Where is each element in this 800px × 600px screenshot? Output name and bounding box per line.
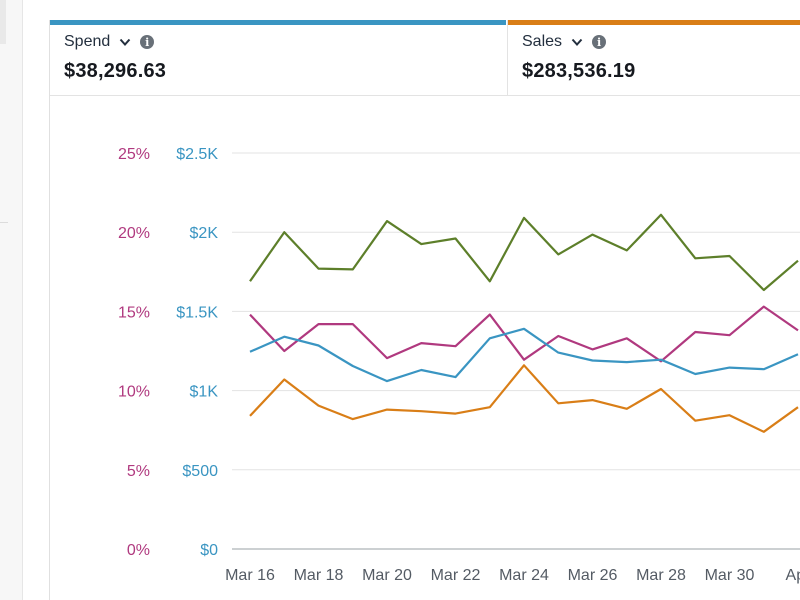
- y-left-tick-label: 5%: [127, 463, 150, 480]
- metric-color-bar-spend: [50, 20, 506, 25]
- left-tab-stub: [0, 0, 6, 44]
- series-line-2: [249, 305, 799, 363]
- y-right-tick-label: $2K: [190, 225, 219, 242]
- metric-value-sales: $283,536.19: [522, 60, 636, 82]
- y-right-tick-label: $2.5K: [176, 146, 218, 163]
- y-left-tick-label: 20%: [118, 225, 150, 242]
- metric-header-spend[interactable]: Spend i: [64, 33, 155, 51]
- x-tick-label: Mar 18: [294, 567, 344, 584]
- metric-label-spend: Spend: [64, 33, 111, 50]
- x-tick-label: Mar 30: [705, 567, 755, 584]
- series-line-1: [249, 213, 799, 292]
- chevron-down-icon[interactable]: [119, 36, 131, 48]
- metrics-row: Spend i $38,296.63 Sales i $283,536.19: [50, 20, 800, 96]
- metric-header-sales[interactable]: Sales i: [522, 33, 607, 51]
- x-tick-label: Mar 26: [568, 567, 618, 584]
- series-line-3: [249, 327, 799, 383]
- x-tick-label: Mar 24: [499, 567, 549, 584]
- metric-value-spend: $38,296.63: [64, 60, 167, 82]
- left-divider: [0, 222, 8, 223]
- y-left-tick-label: 0%: [127, 542, 150, 559]
- y-right-tick-label: $500: [182, 463, 218, 480]
- left-gutter: [0, 0, 23, 600]
- series-line-4: [249, 364, 799, 433]
- metric-card-sales[interactable]: Sales i $283,536.19: [507, 20, 800, 95]
- y-left-tick-label: 15%: [118, 304, 150, 321]
- x-tick-label: Mar 16: [225, 567, 275, 584]
- y-left-tick-label: 10%: [118, 384, 150, 401]
- y-left-tick-label: 25%: [118, 146, 150, 163]
- x-tick-label: Apr: [786, 567, 800, 584]
- metric-card-spend[interactable]: Spend i $38,296.63: [50, 20, 506, 95]
- chevron-down-icon[interactable]: [571, 36, 583, 48]
- y-right-tick-label: $1.5K: [176, 304, 218, 321]
- metric-label-sales: Sales: [522, 33, 563, 50]
- x-tick-label: Mar 22: [431, 567, 481, 584]
- x-tick-label: Mar 28: [636, 567, 686, 584]
- x-tick-label: Mar 20: [362, 567, 412, 584]
- y-right-tick-label: $0: [200, 542, 218, 559]
- info-icon[interactable]: i: [592, 35, 607, 49]
- info-icon[interactable]: i: [140, 35, 155, 49]
- metric-color-bar-sales: [508, 20, 800, 25]
- y-right-tick-label: $1K: [190, 384, 219, 401]
- performance-panel: Spend i $38,296.63 Sales i $283,536.19: [49, 20, 800, 600]
